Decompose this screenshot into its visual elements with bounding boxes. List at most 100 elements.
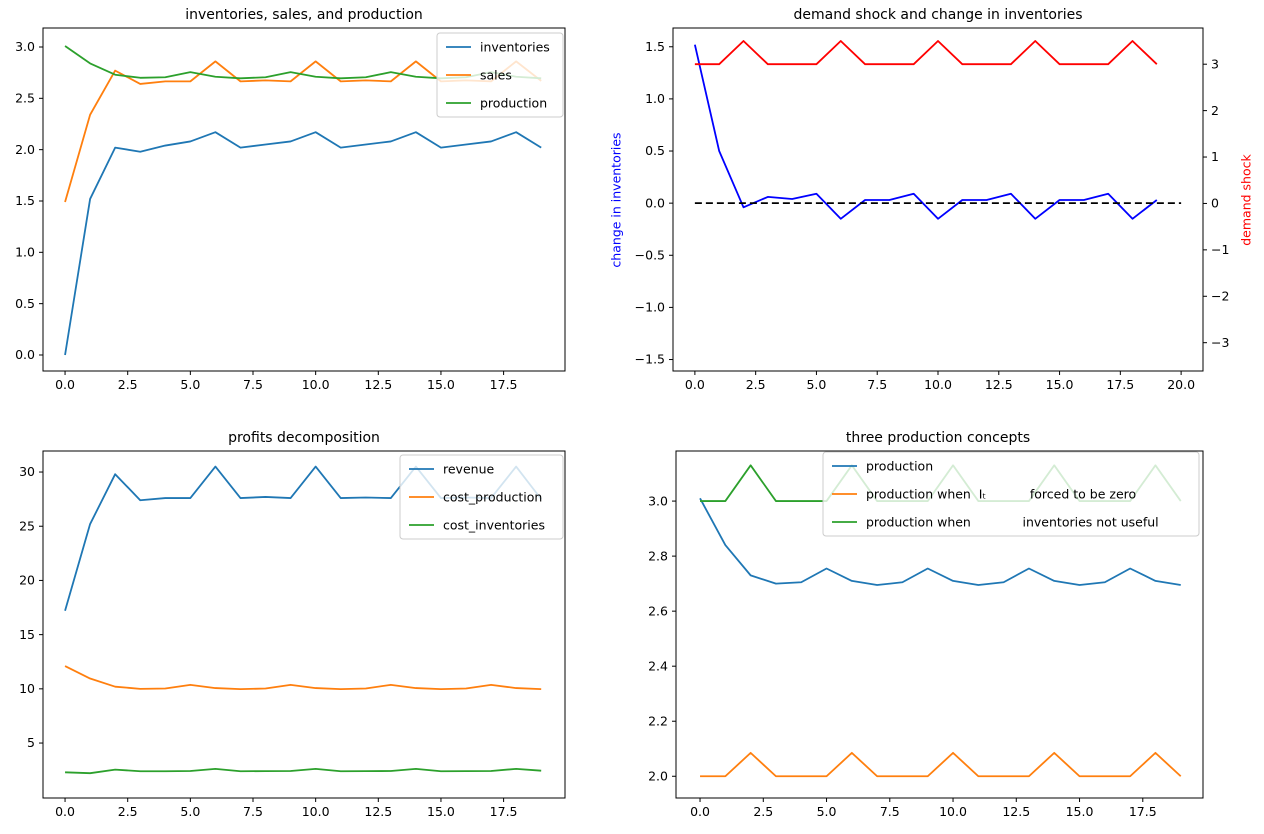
line-inventories [64,131,542,356]
y-tick-label: −1 [1211,242,1229,257]
x-tick-label: 2.5 [753,804,773,819]
subplot-inventories-sales-and-production: 0.0 2.5 5.0 7.5 10.0 12.5 15.0 17.5 0.0 0.5 1.0 1.5… [15,27,566,392]
subplot-title-profits-decomposition: profits decomposition [228,430,380,446]
x-tick-label: 0.0 [55,804,75,819]
y-tick-label: 10 [19,681,35,696]
legend-box [822,451,1200,537]
subplot-title-inventories-sales-production: inventories, sales, and production [185,7,423,23]
line-cost-inventories [65,767,542,775]
x-tick-label: 5.0 [180,804,200,819]
x-tick-label: 7.5 [243,377,263,392]
series-lines [694,40,1182,220]
y-tick-label: −1.5 [635,352,665,367]
axes-spines [672,27,1204,372]
y-tick-label: 2.2 [648,713,668,728]
legend-label: revenue [443,462,494,477]
y-tick-label: 3.0 [648,493,668,508]
subplot-three-production-concepts: 0.0 2.5 5.0 7.5 10.0 12.5 15.0 17.5 2.0 2.2 2.4 2.6… [648,450,1204,819]
line-production-when-i-forced-to-be-zero [700,751,1182,778]
line-change-in-inventories [694,44,1158,220]
subplot-profits-decomposition: 0.0 2.5 5.0 7.5 10.0 12.5 15.0 17.5 5 10 15 20 25 30 r… [19,450,566,819]
y-axis-left: 5 10 15 20 25 30 [19,464,43,750]
y-tick-label: 20 [19,573,35,588]
x-tick-label: 5.0 [180,377,200,392]
x-tick-label: 0.0 [690,804,710,819]
x-tick-label: 10.0 [302,804,330,819]
x-axis: 0.0 2.5 5.0 7.5 10.0 12.5 15.0 17.5 [55,371,518,392]
y-tick-label: 0 [1211,196,1219,211]
y-tick-label: 1.0 [645,91,665,106]
y-tick-label: 15 [19,627,35,642]
x-tick-label: 12.5 [364,804,392,819]
y-axis-left: 2.0 2.2 2.4 2.6 2.8 3.0 [648,493,676,783]
subplot-title-demand-shock: demand shock and change in inventories [793,7,1083,23]
x-tick-label: 12.5 [985,377,1013,392]
y-tick-label: 0.0 [645,195,665,210]
x-tick-label: 15.0 [427,377,455,392]
legend-label: production when inventories not useful [866,515,1159,530]
x-axis: 0.0 2.5 5.0 7.5 10.0 12.5 15.0 17.5 20.0 [685,371,1195,392]
x-tick-label: 2.5 [118,377,138,392]
y-tick-label: 0.5 [645,143,665,158]
x-tick-label: 10.0 [924,377,952,392]
y-tick-label: −1.0 [635,300,665,315]
x-tick-label: 17.5 [1129,804,1157,819]
y-axis-right: −3 −2 −1 0 1 2 3 [1203,56,1229,350]
y-tick-label: 30 [19,464,35,479]
legend-label: cost_inventories [443,518,545,533]
x-tick-label: 2.5 [746,377,766,392]
x-tick-label: 7.5 [880,804,900,819]
y-tick-label: 1.5 [645,39,665,54]
axes-spines [42,450,566,799]
x-tick-label: 12.5 [364,377,392,392]
y-tick-label: −2 [1211,288,1229,303]
y-tick-label: 1.5 [15,193,35,208]
legend-label: sales [480,68,512,83]
y-tick-label: 2.0 [648,768,668,783]
x-tick-label: 7.5 [867,377,887,392]
x-tick-label: 12.5 [1002,804,1030,819]
y-tick-label: 2.4 [648,658,668,673]
axes-spines [42,27,566,372]
x-tick-label: 7.5 [243,804,263,819]
x-tick-label: 20.0 [1167,377,1195,392]
subplot-demand-shock-and-change-in-inventories: 0.0 2.5 5.0 7.5 10.0 12.5 15.0 17.5 20.0−1.5−1.0… [635,27,1229,392]
legend-label: inventories [480,40,550,55]
x-tick-label: 5.0 [806,377,826,392]
y-tick-label: 2.0 [15,142,35,157]
x-tick-label: 15.0 [1046,377,1074,392]
x-tick-label: 10.0 [939,804,967,819]
x-tick-label: 17.5 [1106,377,1134,392]
x-tick-label: 15.0 [1066,804,1094,819]
line-demand-shock [694,40,1158,66]
y-tick-label: 1 [1211,149,1219,164]
y-tick-label: 2.8 [648,548,668,563]
y-tick-label: 5 [27,735,35,750]
x-tick-label: 2.5 [118,804,138,819]
legend: inventories sales production [436,32,564,118]
legend-label: cost_production [443,490,542,505]
x-axis: 0.0 2.5 5.0 7.5 10.0 12.5 15.0 17.5 [690,798,1157,819]
legend-box [399,454,564,540]
y-tick-label: 2.6 [648,603,668,618]
axis-label-demand-shock: demand shock [1238,154,1254,246]
axis-label-change-in-inventories: change in inventories [608,132,624,268]
y-axis-left: −1.5 −1.0 −0.5 0.0 0.5 1.0 1.5 [635,39,673,367]
y-tick-label: −0.5 [635,247,665,262]
x-tick-label: 0.0 [55,377,75,392]
y-tick-label: 1.0 [15,245,35,260]
y-tick-label: 2.5 [15,91,35,106]
legend-box [436,32,564,118]
y-axis-left: 0.0 0.5 1.0 1.5 2.0 2.5 3.0 [15,39,43,362]
x-tick-label: 0.0 [685,377,705,392]
legend: production production when Iₜ forced to b… [822,451,1200,537]
x-tick-label: 10.0 [302,377,330,392]
line-cost-production [64,665,542,691]
axes-spines [675,450,1204,799]
x-tick-label: 5.0 [817,804,837,819]
y-tick-label: 0.0 [15,347,35,362]
legend-label: production [480,96,547,111]
y-tick-label: 0.5 [15,296,35,311]
